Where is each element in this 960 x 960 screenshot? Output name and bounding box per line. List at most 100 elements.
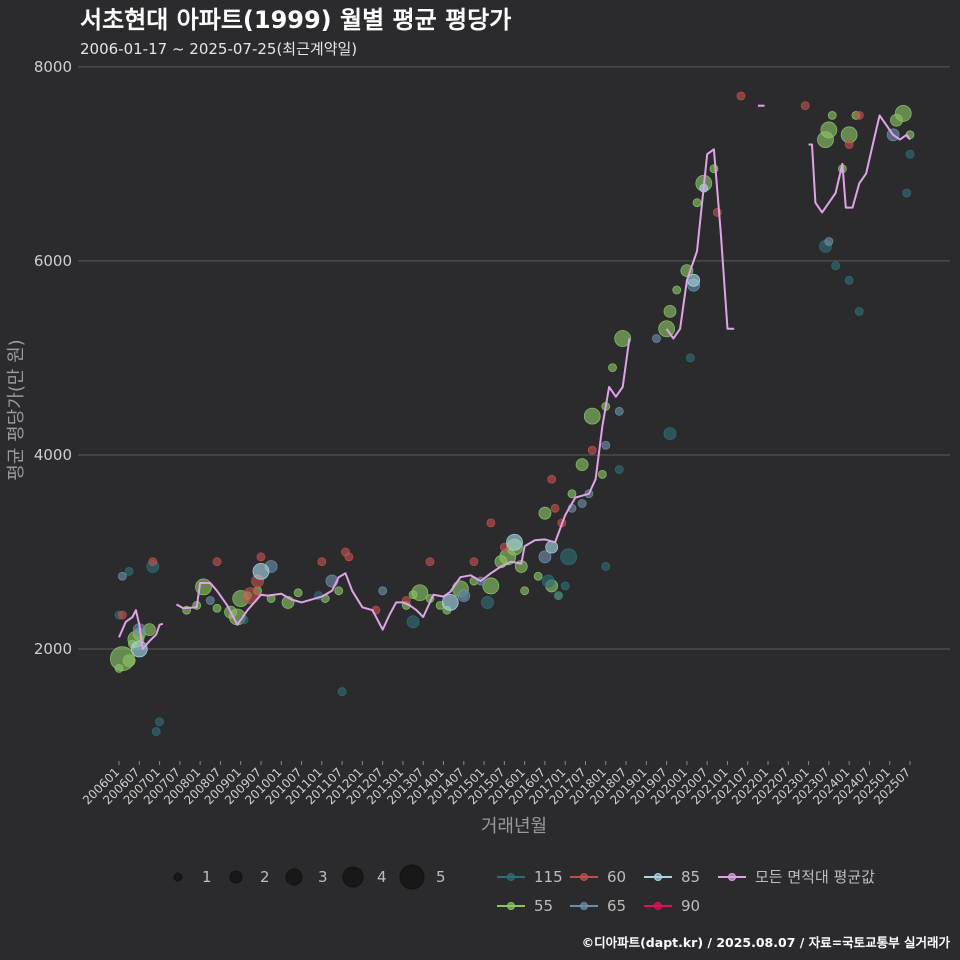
data-point-55 (614, 330, 632, 347)
data-point-55 (692, 198, 702, 208)
data-point-115 (854, 306, 864, 316)
data-point-115 (844, 275, 854, 285)
size-legend-circle (399, 864, 425, 890)
x-axis-label: 거래년월 (481, 816, 547, 837)
data-point-115 (831, 261, 841, 271)
size-legend-circle (342, 866, 364, 888)
gridlines (78, 66, 950, 650)
data-point-115 (155, 717, 164, 727)
color-legend-label: 55 (534, 897, 553, 915)
data-point-55 (533, 571, 543, 581)
scatter-points (109, 91, 915, 736)
data-point-115 (554, 591, 563, 601)
data-point-55 (894, 105, 912, 122)
data-point-55 (122, 654, 136, 668)
size-legend-circle (173, 872, 183, 882)
size-legend-circle (285, 868, 303, 886)
data-point-55 (538, 506, 552, 520)
size-legend-circle (229, 870, 243, 884)
data-point-55 (608, 363, 617, 373)
color-legend-dot (728, 873, 736, 881)
data-point-55 (827, 110, 837, 120)
chart-title: 서초현대 아파트(1999) 월별 평균 평당가 (80, 6, 511, 34)
data-point-65 (457, 589, 471, 603)
data-point-65 (652, 334, 661, 343)
data-point-60 (242, 587, 260, 605)
data-point-115 (905, 149, 915, 159)
size-legend-label: 1 (202, 868, 212, 886)
y-axis-ticks: 2000 4000 6000 8000 (34, 58, 72, 658)
data-point-65 (601, 440, 611, 450)
data-point-55 (663, 304, 677, 318)
data-point-65 (538, 550, 552, 564)
data-point-60 (547, 474, 557, 484)
size-legend-label: 3 (318, 868, 328, 886)
data-point-115 (614, 465, 624, 474)
data-point-115 (663, 427, 677, 441)
data-point-85 (687, 273, 701, 287)
data-point-115 (560, 548, 577, 566)
color-legend-dot (507, 902, 515, 910)
size-legend-label: 2 (260, 868, 270, 886)
average-line (118, 104, 911, 650)
data-point-85 (441, 594, 459, 611)
data-point-60 (844, 140, 854, 149)
data-point-55 (672, 285, 682, 295)
data-point-115 (560, 581, 570, 591)
data-point-60 (256, 552, 266, 562)
data-point-60 (736, 91, 746, 101)
data-point-60 (854, 110, 864, 120)
data-point-55 (411, 584, 429, 602)
data-point-115 (151, 727, 161, 736)
data-point-60 (148, 557, 158, 567)
color-legend-dot (654, 873, 662, 881)
data-point-55 (293, 588, 303, 598)
x-axis-ticks: 2006012006072007012007072008012008072009… (80, 761, 913, 807)
data-point-65 (824, 237, 834, 246)
data-point-65 (378, 586, 388, 596)
data-point-65 (614, 406, 624, 416)
y-axis-label: 평균 평당가(만 원) (6, 339, 27, 480)
legend: 1 2 3 4 5 115 60 85 모든 면적대 평균값 55 65 90 (173, 864, 875, 915)
data-point-60 (344, 552, 354, 562)
average-line-segment (118, 609, 164, 650)
data-point-115 (337, 687, 347, 697)
data-point-55 (597, 469, 607, 479)
data-point-85 (252, 562, 270, 580)
chart-subtitle: 2006-01-17 ~ 2025-07-25(최근계약일) (80, 40, 357, 58)
size-legend-label: 4 (377, 868, 387, 886)
data-point-115 (685, 353, 695, 363)
data-point-55 (575, 458, 589, 472)
color-legend-label: 60 (607, 868, 626, 886)
source-caption: ©디아파트(dapt.kr) / 2025.08.07 / 자료=국토교통부 실… (582, 935, 951, 950)
data-point-55 (334, 586, 344, 596)
y-tick-label: 8000 (34, 58, 72, 76)
color-legend-dot (654, 902, 662, 910)
color-legend-label: 85 (681, 868, 700, 886)
y-tick-label: 6000 (34, 252, 72, 270)
data-point-65 (577, 499, 587, 508)
data-point-60 (587, 445, 597, 455)
data-point-60 (469, 557, 479, 567)
data-point-85 (506, 533, 523, 551)
data-point-60 (117, 610, 127, 620)
data-point-115 (541, 574, 555, 588)
data-point-55 (820, 121, 838, 139)
data-point-55 (482, 577, 500, 595)
data-point-55 (520, 586, 530, 596)
data-point-65 (117, 571, 127, 581)
average-line-segment (665, 148, 735, 340)
data-point-60 (425, 557, 435, 567)
color-legend-label: 65 (607, 897, 626, 915)
data-point-60 (550, 503, 560, 513)
data-point-115 (124, 566, 134, 576)
color-legend-label: 90 (681, 897, 700, 915)
data-point-55 (212, 603, 222, 613)
data-point-55 (583, 407, 601, 425)
data-point-60 (800, 101, 810, 111)
data-point-60 (317, 557, 327, 567)
color-legend-label: 모든 면적대 평균값 (755, 868, 875, 886)
size-legend-label: 5 (436, 868, 446, 886)
data-point-115 (406, 615, 420, 629)
